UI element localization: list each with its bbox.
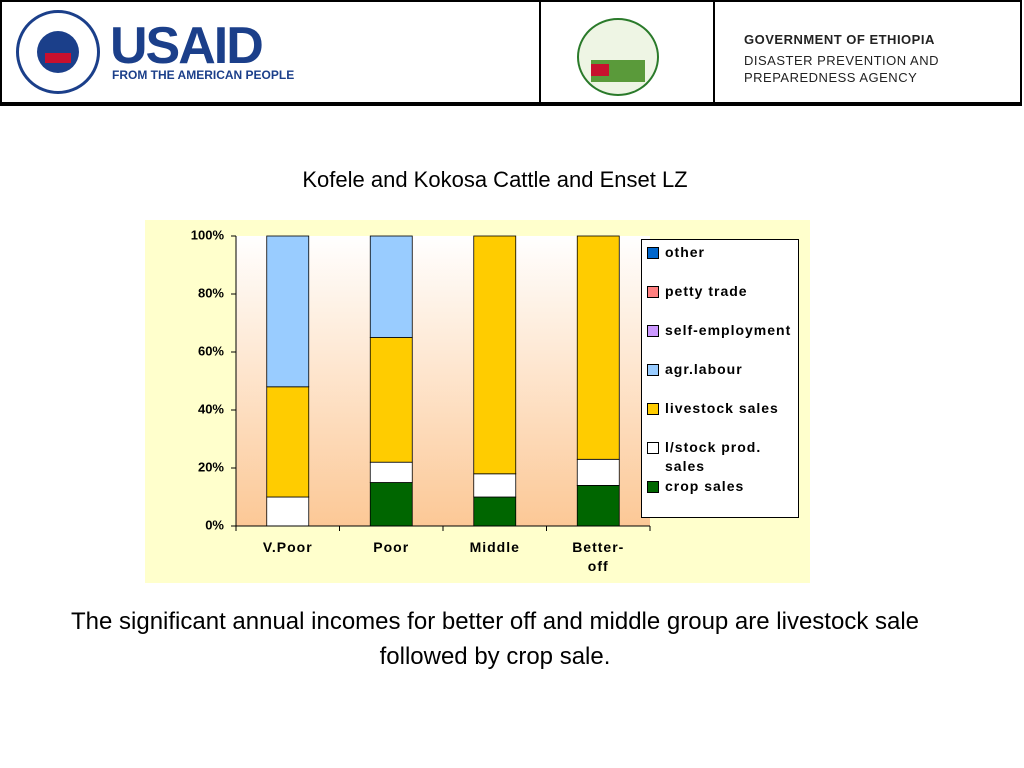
x-tick-label: Middle	[469, 539, 520, 555]
y-tick-label: 100%	[191, 227, 225, 242]
bar-segment	[266, 496, 310, 527]
legend-label: l/stock prod. sales	[665, 439, 762, 474]
bar-segment	[576, 458, 620, 486]
divider	[713, 2, 715, 104]
legend-swatch	[647, 403, 659, 415]
chart: 0% 20% 40% 60% 80% 100%	[191, 227, 651, 532]
bar-segment	[369, 337, 413, 463]
legend-entry: livestock sales	[642, 399, 798, 437]
legend: other petty trade self-employment agr.labou…	[641, 239, 799, 518]
legend-entry: agr.labour	[642, 360, 798, 398]
x-tick-label: Better-off	[572, 539, 625, 574]
ethiopia-seal	[577, 18, 659, 96]
legend-label: petty trade	[665, 283, 748, 299]
legend-entry: crop sales	[642, 477, 798, 515]
bar-segment	[473, 473, 517, 498]
legend-swatch	[647, 325, 659, 337]
y-tick-label: 60%	[198, 343, 224, 358]
usaid-tagline: FROM THE AMERICAN PEOPLE	[112, 68, 295, 82]
legend-label: crop sales	[665, 478, 745, 494]
usaid-logo: USAID	[110, 17, 264, 75]
legend-entry: self-employment	[642, 321, 798, 359]
legend-label: livestock sales	[665, 400, 779, 416]
bar-segment	[576, 235, 620, 460]
bar-segment	[473, 235, 517, 475]
legend-swatch	[647, 247, 659, 259]
legend-swatch	[647, 364, 659, 376]
gov-agency: DISASTER PREVENTION AND PREPAREDNESS AGE…	[744, 53, 939, 85]
x-tick-label: V.Poor	[262, 539, 313, 555]
divider	[539, 2, 541, 104]
gov-title: GOVERNMENT OF ETHIOPIA	[744, 32, 935, 47]
y-tick-label: 40%	[198, 401, 224, 416]
legend-entry: l/stock prod. sales	[642, 438, 798, 476]
bar-segment	[473, 496, 517, 527]
bar-segment	[576, 484, 620, 527]
legend-entry: petty trade	[642, 282, 798, 320]
bar-segment	[369, 235, 413, 338]
legend-swatch	[647, 286, 659, 298]
y-tick-label: 20%	[198, 459, 224, 474]
usaid-seal	[16, 10, 100, 94]
y-tick-label: 0%	[205, 517, 224, 532]
bar-segment	[266, 386, 310, 498]
legend-entry: other	[642, 243, 798, 281]
bar-segment	[266, 235, 310, 388]
bar-segment	[369, 461, 413, 483]
bar-segment	[369, 482, 413, 527]
legend-label: other	[665, 244, 705, 260]
legend-swatch	[647, 481, 659, 493]
chart-area: 0% 20% 40% 60% 80% 100% other petty trade self-…	[145, 220, 810, 583]
legend-swatch	[647, 442, 659, 454]
legend-label: agr.labour	[665, 361, 743, 377]
y-tick-label: 80%	[198, 285, 224, 300]
legend-label: self-employment	[665, 322, 792, 338]
chart-title: Kofele and Kokosa Cattle and Enset LZ	[302, 167, 688, 192]
header: USAID FROM THE AMERICAN PEOPLE GOVERNMEN…	[0, 0, 1022, 106]
x-tick-label: Poor	[373, 539, 410, 555]
caption: The significant annual incomes for bette…	[70, 608, 920, 670]
